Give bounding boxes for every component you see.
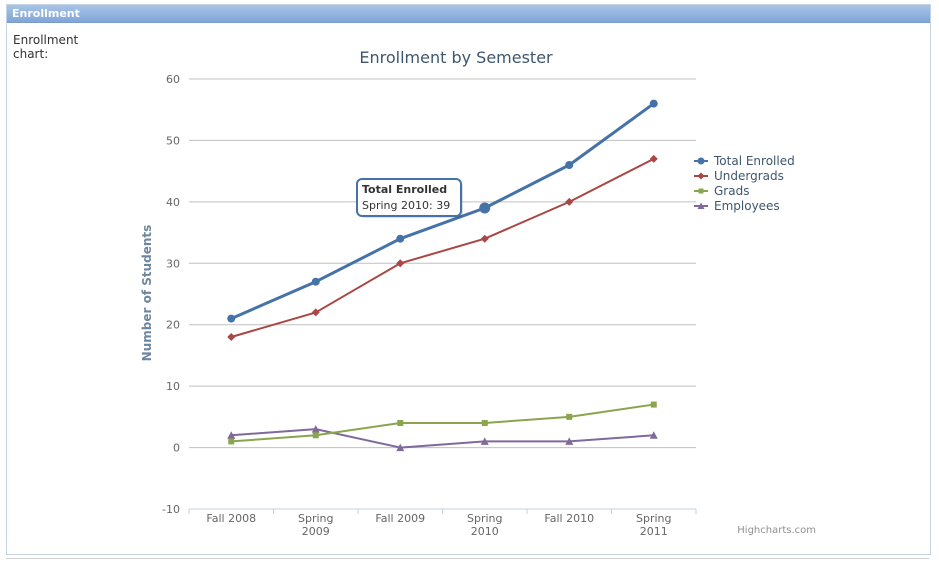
data-point[interactable] (227, 431, 236, 439)
y-tick-label: 30 (166, 257, 180, 270)
legend-label: Employees (714, 199, 780, 213)
chart-field-label: Enrollment chart: (13, 33, 79, 61)
data-point[interactable] (396, 443, 405, 452)
legend-marker (697, 172, 705, 180)
data-point[interactable] (311, 308, 320, 317)
y-tick-label: 40 (166, 196, 180, 209)
data-point[interactable] (311, 277, 320, 286)
data-point[interactable] (227, 333, 236, 341)
data-point[interactable] (565, 197, 574, 206)
y-tick-label: 10 (166, 380, 180, 393)
tooltip-value: Spring 2010: 39 (362, 199, 450, 212)
x-tick-label: Spring 2010 (467, 512, 503, 538)
legend-item[interactable]: Grads (694, 184, 749, 198)
series-grads (228, 401, 657, 445)
y-tick-label: 0 (173, 442, 180, 455)
data-point[interactable] (650, 401, 657, 408)
data-point[interactable] (312, 432, 319, 439)
x-tick-label: Fall 2008 (206, 512, 256, 525)
tooltip-series: Total Enrolled (362, 183, 447, 196)
x-tick-label: Fall 2009 (375, 512, 425, 525)
data-point[interactable] (480, 437, 489, 445)
data-point[interactable] (565, 437, 574, 445)
y-axis-title: Number of Students (140, 225, 154, 362)
data-point[interactable] (649, 154, 658, 163)
data-point[interactable] (480, 234, 489, 243)
series-line (230, 157, 655, 338)
data-point[interactable] (397, 420, 404, 426)
enrollment-panel: Enrollment (6, 4, 931, 555)
data-point[interactable] (227, 314, 236, 323)
legend-label: Grads (714, 184, 749, 198)
tooltip-box (356, 178, 462, 217)
data-point[interactable] (481, 420, 488, 426)
x-tick-label: Fall 2010 (544, 512, 594, 525)
data-point[interactable] (566, 413, 573, 420)
chart-title: Enrollment by Semester (359, 48, 553, 67)
x-tick-label: Spring 2009 (298, 512, 334, 538)
y-tick-label: -10 (162, 503, 180, 516)
legend-label: Total Enrolled (713, 154, 795, 168)
legend-item[interactable]: Undergrads (694, 169, 784, 183)
series-line (230, 102, 655, 320)
series-group (227, 99, 658, 452)
tooltip: Total Enrolled Spring 2010: 39 (356, 178, 463, 218)
x-tick-label: Spring 2011 (636, 512, 672, 538)
series-employees (227, 425, 658, 452)
legend-label: Undergrads (714, 169, 784, 183)
series-line (231, 428, 654, 449)
legend-item[interactable]: Total Enrolled (694, 154, 795, 168)
series-undergrads (227, 154, 658, 341)
axes: -10 0 10 20 30 40 50 60 Fall 2008 Spring 2009 Fall … (162, 73, 697, 538)
y-tick-label: 60 (166, 73, 180, 86)
y-tick-label: 20 (166, 319, 180, 332)
panel-title: Enrollment (7, 5, 930, 23)
legend-item[interactable]: Employees (694, 199, 780, 213)
hovered-point[interactable] (479, 202, 491, 214)
series-line (231, 403, 654, 443)
data-point[interactable] (228, 438, 235, 445)
data-point[interactable] (396, 259, 405, 268)
data-point[interactable] (649, 99, 658, 108)
credits-link[interactable]: Highcharts.com (737, 525, 816, 536)
legend-marker (697, 202, 705, 209)
y-tick-label: 50 (166, 134, 180, 147)
data-point[interactable] (396, 234, 405, 243)
legend-marker (698, 188, 704, 194)
divider (6, 558, 929, 559)
data-point[interactable] (565, 161, 574, 169)
legend-marker (697, 157, 705, 165)
data-point[interactable] (311, 425, 320, 433)
data-point[interactable] (649, 431, 658, 439)
